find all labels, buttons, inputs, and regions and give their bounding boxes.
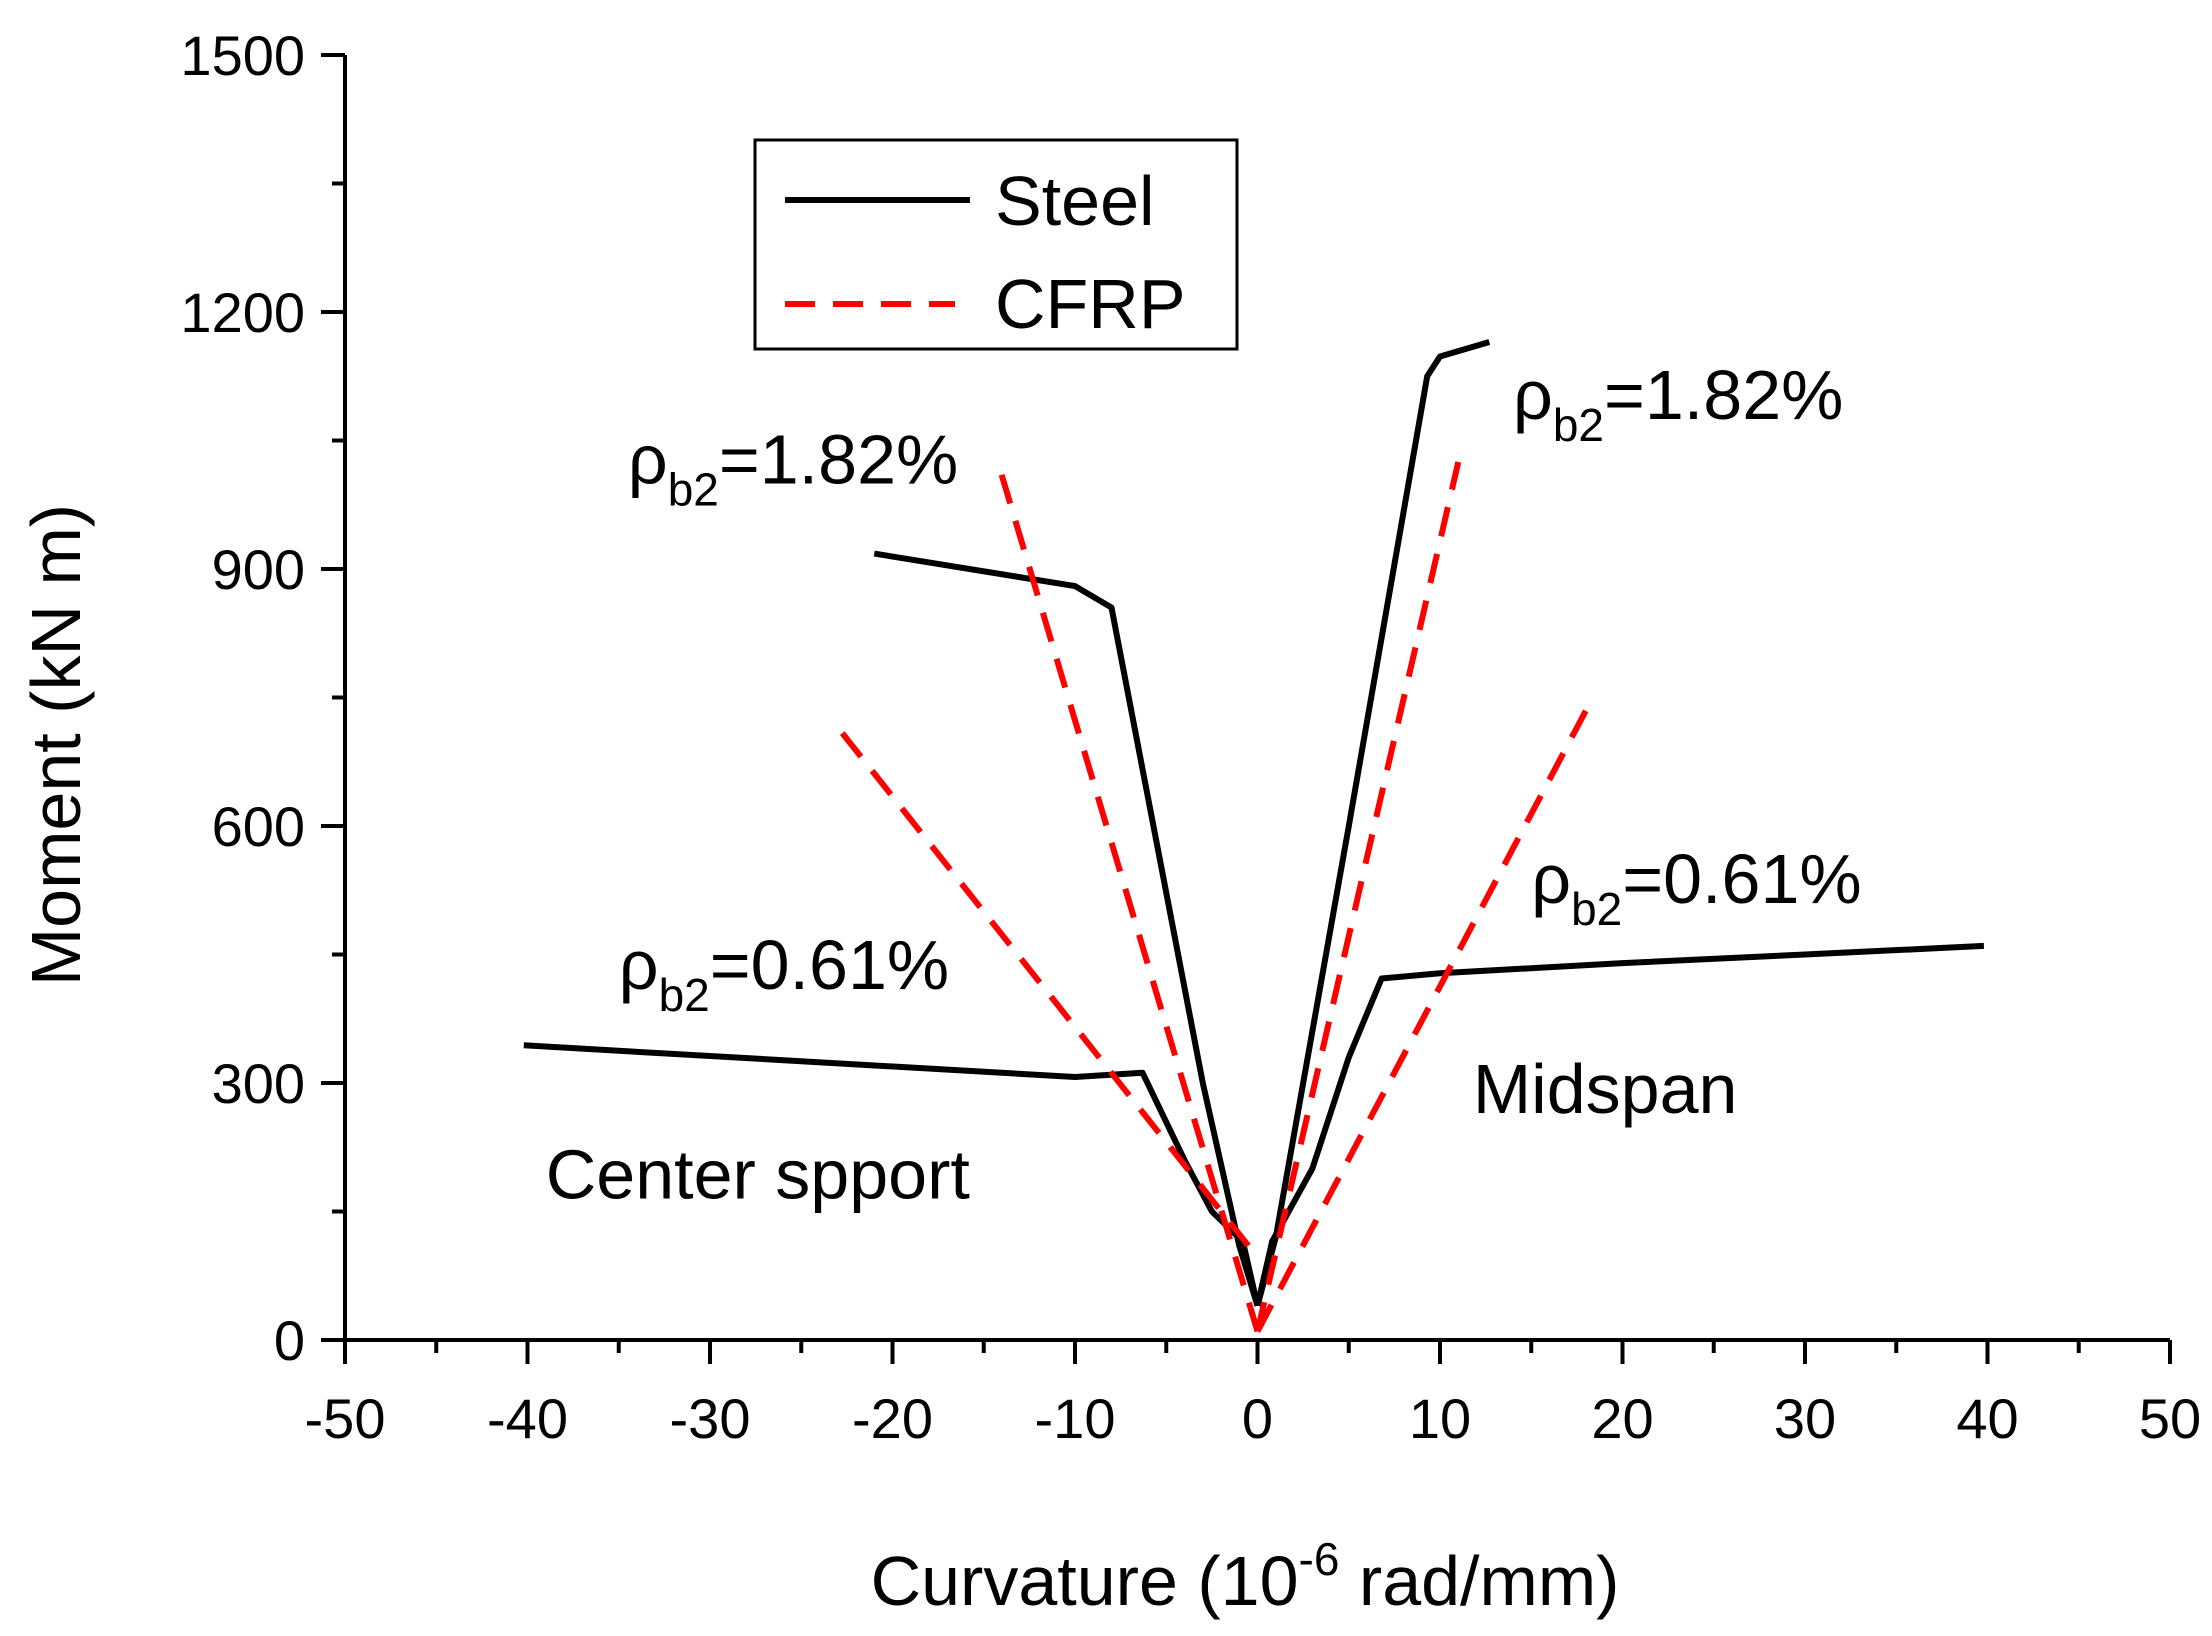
y-tick-label: 1500 xyxy=(180,24,305,87)
annotation-value: =1.82% xyxy=(1604,356,1843,434)
annotation-subscript: b2 xyxy=(1571,883,1622,935)
series-line-cfrp-7 xyxy=(1254,708,1589,1333)
annotation-rho-support-low: ρb2=0.61% xyxy=(619,926,949,1021)
y-tick-label: 900 xyxy=(212,538,305,601)
y-tick-label: 1200 xyxy=(180,281,305,344)
annotations-layer: ρb2=1.82%ρb2=1.82%ρb2=0.61%ρb2=0.61%Cent… xyxy=(546,356,1862,1214)
legend-box xyxy=(753,138,1239,351)
annotation-label-midspan: Midspan xyxy=(1473,1050,1738,1128)
annotation-value: =1.82% xyxy=(719,420,958,498)
annotation-rho-midspan-low: ρb2=0.61% xyxy=(1531,840,1861,935)
y-axis-title: Moment (kN m) xyxy=(17,504,95,986)
legend-cfrp-label: CFRP xyxy=(995,265,1186,343)
x-tick-label: -40 xyxy=(487,1387,568,1450)
annotation-symbol: ρ xyxy=(1531,840,1571,918)
annotation-symbol: ρ xyxy=(619,926,659,1004)
annotation-subscript: b2 xyxy=(668,463,719,515)
annotation-subscript: b2 xyxy=(659,969,710,1021)
legend-steel-label: Steel xyxy=(995,162,1155,240)
annotation-rho-support-high: ρb2=1.82% xyxy=(628,420,958,515)
annotation-label-center-support: Center spport xyxy=(546,1136,970,1214)
x-axis-title-exponent: -6 xyxy=(1299,1533,1340,1585)
legend: Steel CFRP xyxy=(753,138,1239,351)
annotation-subscript: b2 xyxy=(1553,399,1604,451)
series-line-cfrp-6 xyxy=(835,725,1251,1248)
y-tick-label: 300 xyxy=(212,1052,305,1115)
series-line-cfrp-4 xyxy=(993,456,1261,1333)
x-axis-title: Curvature (10-6 rad/mm) xyxy=(871,1533,1620,1620)
y-tick-label: 600 xyxy=(212,795,305,858)
x-tick-label: 30 xyxy=(1774,1387,1836,1450)
x-tick-label: -20 xyxy=(852,1387,933,1450)
x-tick-label: 50 xyxy=(2139,1387,2201,1450)
x-tick-label: -10 xyxy=(1035,1387,1116,1450)
x-tick-label: -30 xyxy=(670,1387,751,1450)
x-tick-label: 40 xyxy=(1956,1387,2018,1450)
annotation-symbol: ρ xyxy=(628,420,668,498)
annotation-symbol: ρ xyxy=(1513,356,1553,434)
x-tick-label: 0 xyxy=(1242,1387,1273,1450)
annotation-value: =0.61% xyxy=(1622,840,1861,918)
x-tick-label: -50 xyxy=(305,1387,386,1450)
x-tick-label: 20 xyxy=(1591,1387,1653,1450)
series-line-cfrp-5 xyxy=(1254,461,1462,1333)
x-axis-title-main: Curvature (10 xyxy=(871,1542,1299,1620)
series-line-steel-0 xyxy=(873,550,1261,1307)
annotation-value: =0.61% xyxy=(710,926,949,1004)
x-axis-title-units: rad/mm) xyxy=(1339,1542,1619,1620)
series-layer xyxy=(523,339,1985,1333)
annotation-rho-midspan-high: ρb2=1.82% xyxy=(1513,356,1843,451)
x-tick-label: 10 xyxy=(1409,1387,1471,1450)
y-tick-label: 0 xyxy=(274,1309,305,1372)
axes: -50 -40 -30 -20 -10 0 10 20 30 40 50 0 300 600 900 1200… xyxy=(180,24,2201,1450)
